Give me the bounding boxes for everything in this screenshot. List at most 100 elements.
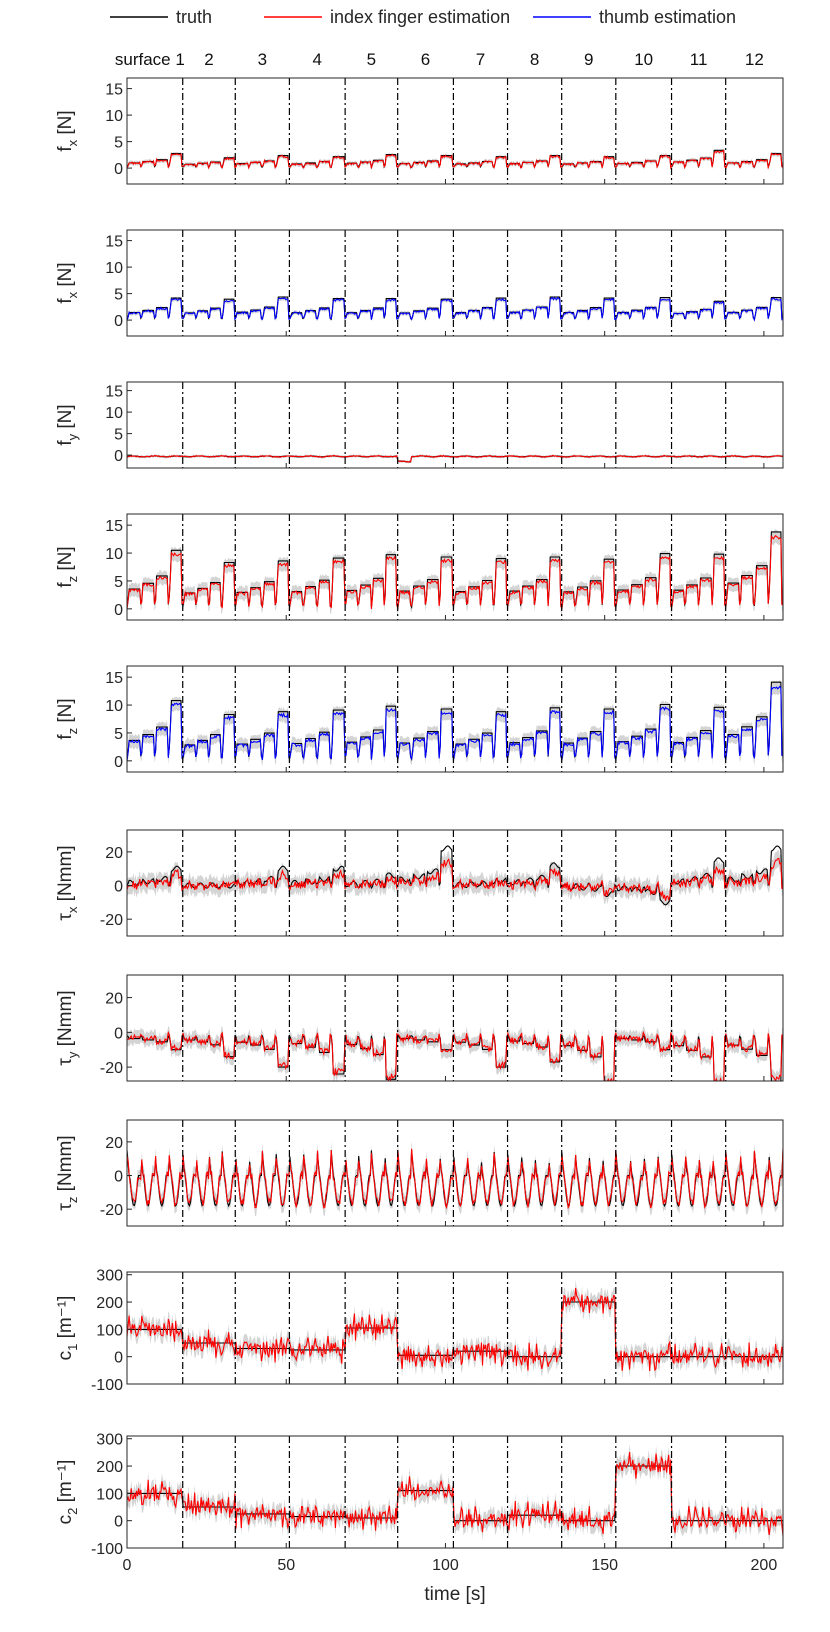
y-tick-label: 15 <box>105 384 123 401</box>
panel-4: 0 5 10 15 fz [N] <box>55 665 784 773</box>
y-tick-label: 200 <box>96 1459 123 1476</box>
series-estimation <box>127 685 783 761</box>
surface-label: 12 <box>745 50 764 69</box>
y-tick-label: 20 <box>105 1135 123 1152</box>
x-tick-label: 100 <box>432 1557 459 1574</box>
uncertainty-band <box>127 1279 783 1380</box>
y-tick-label: 20 <box>105 991 123 1008</box>
y-axis-label: fx [N] <box>55 110 80 151</box>
surface-labels: surface 1 2 3 4 5 6 7 8 9 10 11 12 <box>115 50 764 69</box>
axes-box <box>126 1435 784 1549</box>
y-tick-label: 10 <box>105 546 123 563</box>
x-tick-label: 150 <box>591 1557 618 1574</box>
y-tick-label: -20 <box>100 912 123 929</box>
axes-box <box>126 513 784 621</box>
y-axis-label: τx [Nmm] <box>55 845 80 920</box>
panel-1: 0 5 10 15 fx [N] <box>55 229 784 337</box>
uncertainty-band <box>127 850 783 910</box>
uncertainty-band <box>127 1443 783 1544</box>
uncertainty-band <box>127 679 783 768</box>
axes-box <box>126 829 784 937</box>
axes-box <box>126 229 784 337</box>
y-tick-label: 100 <box>96 1322 123 1339</box>
uncertainty-band <box>127 1139 783 1217</box>
surface-label: 11 <box>690 50 708 69</box>
y-tick-label: 15 <box>105 82 123 99</box>
y-tick-label: 15 <box>105 234 123 251</box>
y-axis-label: fz [N] <box>55 546 80 587</box>
y-tick-label: 300 <box>96 1268 123 1285</box>
surface-label: 6 <box>421 50 430 69</box>
y-tick-label: 5 <box>114 287 123 304</box>
y-tick-label: 5 <box>114 427 123 444</box>
y-axis-label: c2 [m⁻¹] <box>55 1460 80 1525</box>
series-estimation <box>127 149 783 170</box>
y-tick-label: 20 <box>105 845 123 862</box>
panel-8: -100 0 100 200 300 c1 [m⁻¹] <box>55 1268 784 1394</box>
surface-label: 5 <box>367 50 376 69</box>
surface-label: surface 1 <box>115 50 185 69</box>
y-tick-label: 0 <box>114 161 123 178</box>
axes-box <box>126 1119 784 1227</box>
y-axis-label: fy [N] <box>55 404 80 445</box>
y-tick-label: -100 <box>91 1541 123 1558</box>
y-tick-label: 5 <box>114 726 123 743</box>
panel-6: -20 0 20 τy [Nmm] <box>55 974 784 1082</box>
axes-box <box>126 381 784 469</box>
panel-5: -20 0 20 τx [Nmm] <box>55 829 784 937</box>
surface-label: 7 <box>476 50 485 69</box>
y-tick-label: 0 <box>114 754 123 771</box>
axes-box <box>126 1271 784 1385</box>
panel-2: 0 5 10 15 fy [N] <box>55 381 784 469</box>
series-estimation <box>127 454 783 463</box>
y-tick-label: 5 <box>114 574 123 591</box>
y-tick-label: 0 <box>114 879 123 896</box>
y-axis-label: τy [Nmm] <box>55 990 80 1065</box>
y-tick-label: 300 <box>96 1432 123 1449</box>
y-tick-label: 10 <box>105 108 123 125</box>
y-tick-label: 0 <box>114 602 123 619</box>
series-estimation <box>127 1147 783 1210</box>
surface-label: 9 <box>584 50 593 69</box>
y-axis-label: fx [N] <box>55 262 80 303</box>
legend: truth index finger estimation thumb estima… <box>110 7 736 27</box>
y-tick-label: 15 <box>105 670 123 687</box>
y-tick-label: 5 <box>114 135 123 152</box>
legend-label: truth <box>176 7 212 27</box>
series-estimation <box>127 534 783 610</box>
surface-label: 8 <box>530 50 539 69</box>
y-tick-label: 100 <box>96 1486 123 1503</box>
legend-label: thumb estimation <box>599 7 736 27</box>
y-axis-label: c1 [m⁻¹] <box>55 1296 80 1361</box>
y-tick-label: 0 <box>114 1350 123 1367</box>
x-tick-label: 200 <box>751 1557 778 1574</box>
axes-box <box>126 77 784 185</box>
y-tick-label: 10 <box>105 698 123 715</box>
panel-0: 0 5 10 15 fx [N] <box>55 77 784 185</box>
x-axis-label: time [s] <box>424 1584 485 1605</box>
series-estimation <box>127 1030 783 1081</box>
y-tick-label: 10 <box>105 405 123 422</box>
y-tick-label: -100 <box>91 1377 123 1394</box>
surface-label: 2 <box>204 50 213 69</box>
y-axis-label: τz [Nmm] <box>55 1135 80 1210</box>
surface-label: 4 <box>313 50 322 69</box>
series-estimation <box>127 296 783 322</box>
y-tick-label: 0 <box>114 1514 123 1531</box>
y-tick-label: 0 <box>114 313 123 330</box>
surface-label: 3 <box>258 50 267 69</box>
panels: 0 5 10 15 fx [N] 0 5 10 15 fx [N] 0 5 10 15 fy [N] 0 5 10… <box>55 77 784 1574</box>
series-estimation <box>127 1288 783 1372</box>
y-tick-label: 0 <box>114 448 123 465</box>
series-estimation <box>127 857 783 902</box>
uncertainty-band <box>127 529 783 616</box>
axes-box <box>126 974 784 1082</box>
x-tick-label: 0 <box>123 1557 132 1574</box>
x-tick-label: 50 <box>277 1557 295 1574</box>
y-tick-label: -20 <box>100 1202 123 1219</box>
y-tick-label: 10 <box>105 260 123 277</box>
y-tick-label: 15 <box>105 518 123 535</box>
y-tick-label: 200 <box>96 1295 123 1312</box>
panel-3: 0 5 10 15 fz [N] <box>55 513 784 621</box>
